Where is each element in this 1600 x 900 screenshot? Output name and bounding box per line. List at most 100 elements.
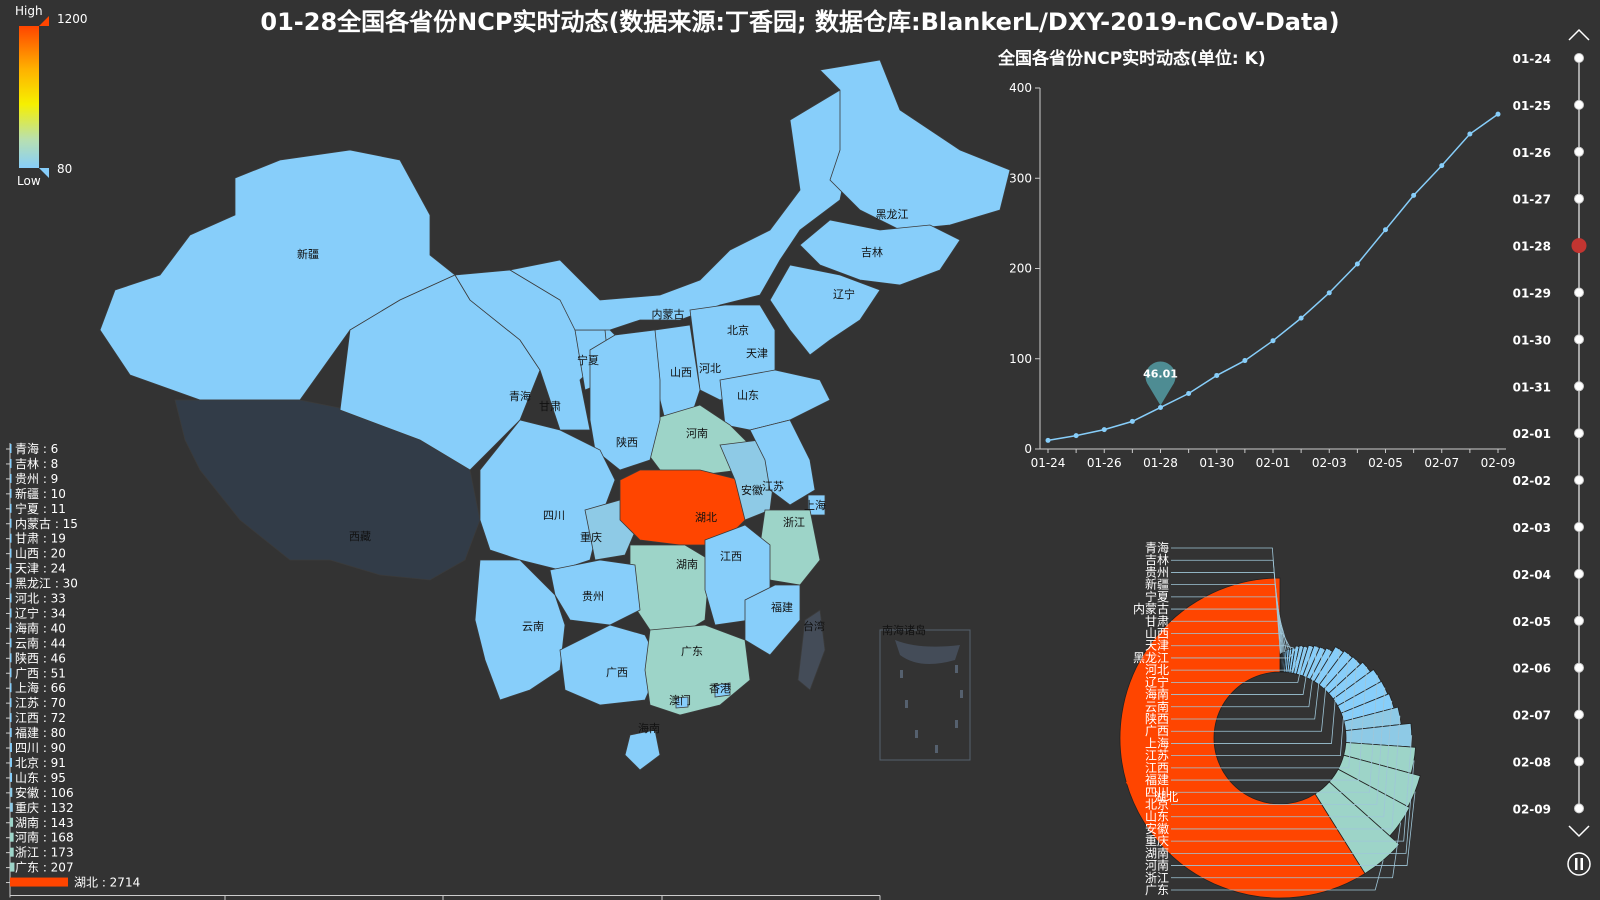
- bar-mark: [10, 623, 12, 633]
- bar-label: 甘肃 : 19: [15, 532, 66, 546]
- timeline[interactable]: 01-24 01-25 01-26 01-27 01-28 01-29 01-30 01-31…: [1513, 28, 1591, 876]
- map-label: 天津: [746, 347, 768, 360]
- bar-label: 四川 : 90: [15, 741, 66, 755]
- map-province[interactable]: [799, 219, 961, 286]
- bar-mark: [10, 877, 68, 887]
- pie-label-line: [1171, 687, 1386, 805]
- visual-map[interactable]: High 1200 80 Low: [15, 4, 88, 188]
- map-dash-line: [905, 700, 908, 708]
- pie-label-line: [1171, 646, 1298, 659]
- map-province[interactable]: [807, 494, 826, 516]
- bar-mark: [10, 593, 12, 603]
- timeline-prev-button[interactable]: [1568, 28, 1590, 41]
- bar-mark: [10, 444, 12, 453]
- pie-label-line: [1171, 860, 1384, 891]
- map-province[interactable]: [675, 696, 689, 709]
- map-province[interactable]: [589, 329, 661, 471]
- bar-mark: [10, 683, 12, 693]
- pie-label: 北京: [1145, 798, 1169, 812]
- visual-map-gradient-bar[interactable]: [19, 26, 39, 168]
- timeline-label: 02-08: [1513, 756, 1551, 770]
- bar-mark: [10, 533, 12, 543]
- map-label: 四川: [543, 509, 565, 522]
- map-province[interactable]: [629, 544, 711, 636]
- map-province[interactable]: [797, 609, 826, 691]
- line-point: [1186, 390, 1192, 396]
- map-province[interactable]: [769, 264, 881, 356]
- timeline-label: 02-07: [1513, 709, 1551, 723]
- timeline-node[interactable]: [1574, 709, 1584, 720]
- timeline-node[interactable]: [1574, 381, 1584, 392]
- map-province[interactable]: [744, 584, 801, 656]
- line-x-tick-label: 02-07: [1424, 456, 1459, 470]
- map-province[interactable]: [474, 559, 566, 701]
- pie-label-line: [1171, 645, 1294, 649]
- timeline-node[interactable]: [1574, 334, 1584, 345]
- map-province[interactable]: [549, 559, 641, 626]
- map-province[interactable]: [714, 682, 731, 698]
- pie-label-line: [1171, 649, 1330, 732]
- map-province[interactable]: [559, 624, 661, 706]
- timeline-node[interactable]: [1574, 53, 1584, 63]
- bar-label: 山东 : 95: [15, 771, 66, 785]
- bar-mark: [10, 772, 13, 782]
- timeline-label: 02-04: [1513, 568, 1551, 582]
- map-dash-line: [955, 665, 958, 673]
- timeline-node[interactable]: [1574, 803, 1584, 814]
- timeline-node[interactable]: [1574, 522, 1584, 532]
- visual-map-low-label: Low: [17, 174, 41, 188]
- timeline-label: 01-27: [1513, 193, 1551, 207]
- bar-mark: [10, 548, 12, 558]
- bar-label: 青海 : 6: [15, 441, 58, 456]
- timeline-current-node[interactable]: [1571, 238, 1587, 254]
- line-series: [1047, 113, 1499, 442]
- map-label: 澳门: [669, 693, 691, 707]
- timeline-node[interactable]: [1574, 428, 1584, 439]
- line-x-tick-label: 01-30: [1199, 456, 1234, 470]
- timeline-node[interactable]: [1574, 615, 1584, 626]
- timeline-node[interactable]: [1574, 568, 1584, 579]
- timeline-label: 01-26: [1513, 146, 1551, 160]
- timeline-node[interactable]: [1574, 756, 1584, 767]
- line-y-tick-label: 0: [1024, 442, 1032, 456]
- timeline-node[interactable]: [1574, 146, 1584, 157]
- timeline-node[interactable]: [1574, 662, 1584, 673]
- line-x-tick-label: 01-24: [1031, 456, 1066, 470]
- map-province[interactable]: [644, 624, 751, 716]
- bar-label: 福建 : 80: [15, 725, 66, 740]
- visual-map-low-handle[interactable]: [39, 168, 49, 178]
- timeline-node[interactable]: [1574, 99, 1584, 110]
- pie-label-line: [1171, 608, 1287, 651]
- pie-label-line: [1171, 735, 1413, 842]
- map-label: 山东: [737, 389, 759, 402]
- pie-label-line: [1171, 649, 1340, 744]
- pie-label: 内蒙古: [1133, 601, 1169, 616]
- bar-label: 吉林 : 8: [15, 457, 58, 471]
- bar-label: 广西 : 51: [15, 666, 66, 680]
- timeline-next-button[interactable]: [1568, 825, 1590, 838]
- pause-icon: [1575, 858, 1578, 870]
- pause-icon: [1580, 858, 1583, 870]
- map-province[interactable]: [819, 59, 1011, 231]
- line-y-tick-label: 400: [1009, 81, 1032, 95]
- bar-label: 安徽 : 106: [15, 785, 74, 800]
- timeline-label: 02-01: [1513, 427, 1551, 441]
- map-label: 陕西: [616, 435, 638, 449]
- map-province[interactable]: [749, 419, 816, 506]
- timeline-pause-button[interactable]: [1567, 852, 1591, 876]
- timeline-node[interactable]: [1574, 193, 1584, 204]
- visual-map-high-handle[interactable]: [39, 16, 49, 26]
- timeline-node[interactable]: [1574, 475, 1584, 486]
- bar-mark: [10, 488, 12, 498]
- map-label: 湖南: [676, 558, 698, 571]
- map-label: 云南: [522, 620, 544, 633]
- timeline-node[interactable]: [1574, 287, 1584, 298]
- bar-label: 云南 : 44: [15, 635, 66, 650]
- line-point: [1354, 261, 1360, 267]
- pie-label: 宁夏: [1145, 589, 1169, 604]
- map-south-sea-inset: [879, 629, 971, 761]
- bar-mark: [10, 653, 12, 663]
- map-province[interactable]: [624, 729, 661, 771]
- bar-mark: [10, 473, 12, 483]
